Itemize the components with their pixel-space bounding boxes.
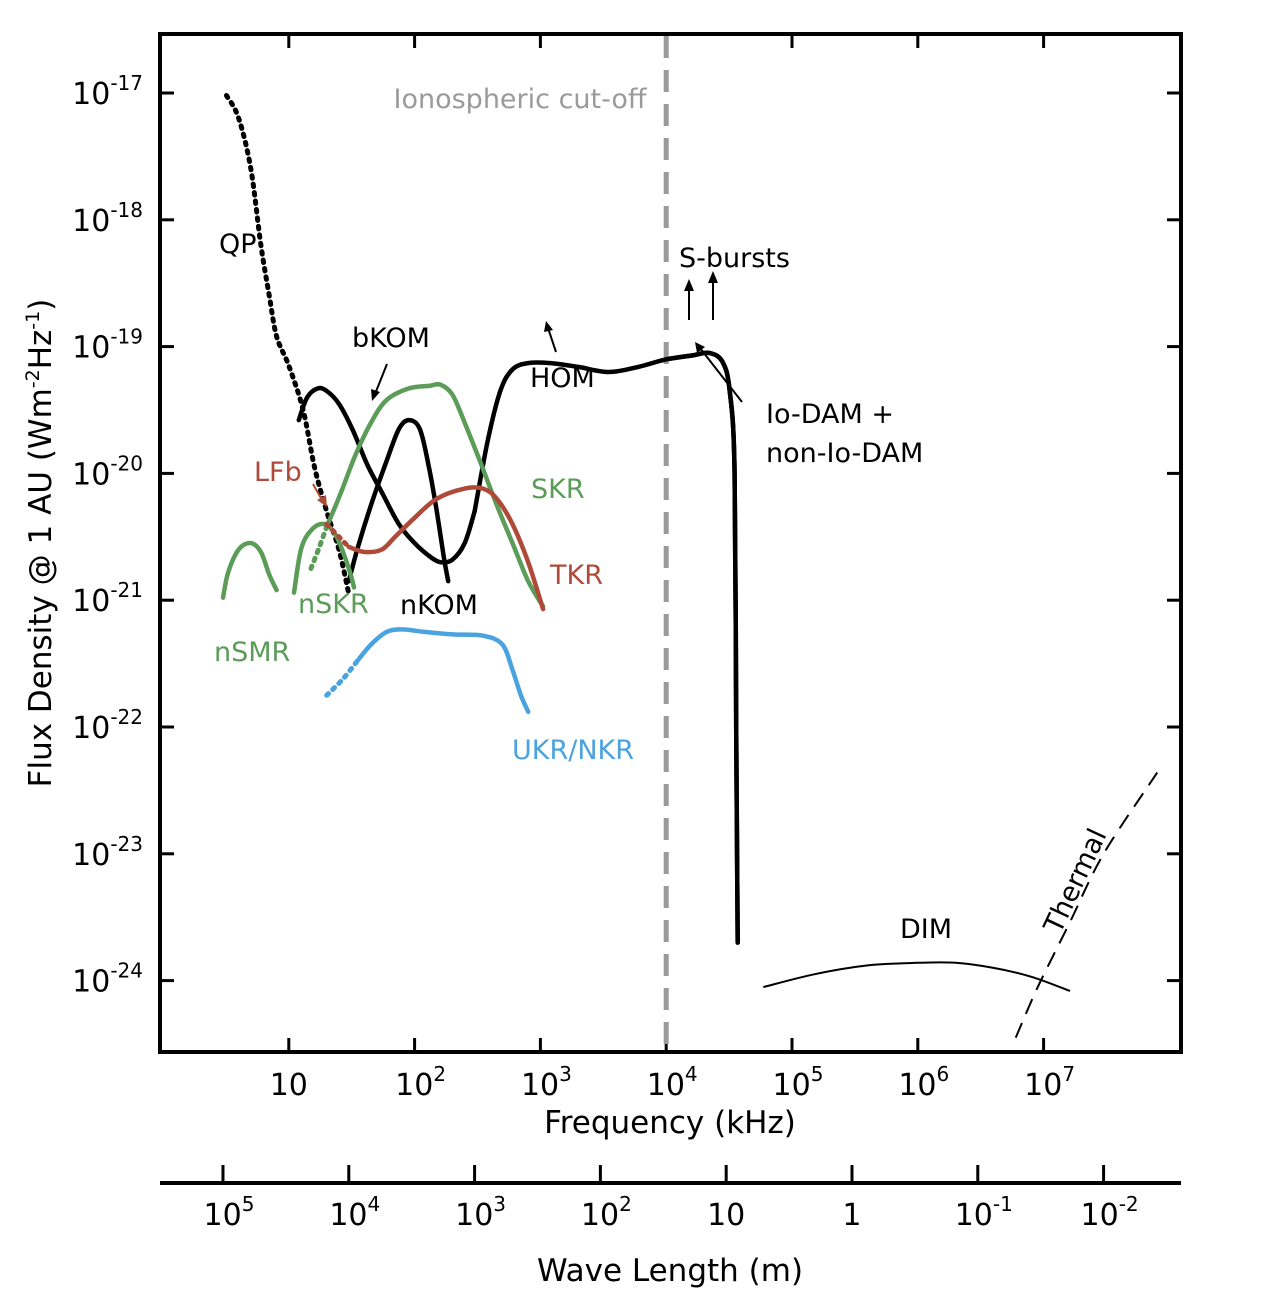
ionospheric-cutoff-label: Ionospheric cut-off	[394, 84, 648, 115]
bkom-arrowhead	[371, 389, 380, 401]
series-ukr-nkr-extrapolated-	[324, 658, 360, 698]
label-io-dam: Io-DAM +	[766, 399, 894, 430]
series-skr	[324, 381, 546, 609]
x-tick-label: 102	[395, 1062, 446, 1103]
s-bursts-arrowhead-1	[684, 279, 694, 291]
lfb-arrowhead	[317, 495, 327, 507]
x-tick-label: 10	[270, 1068, 308, 1103]
label-tkr: TKR	[549, 560, 603, 591]
label-lfb: LFb	[254, 457, 302, 488]
series-tkr	[346, 485, 546, 612]
label-thermal: Thermal	[1038, 824, 1114, 939]
series-group	[220, 93, 1159, 1039]
series-dim	[763, 961, 1071, 992]
label-ukr-nkr: UKR/NKR	[512, 735, 634, 766]
label-nkom: nKOM	[400, 590, 478, 621]
y-tick-label: 10-23	[72, 832, 143, 873]
y-tick-label: 10-18	[72, 198, 143, 239]
x-tick-label: 105	[773, 1062, 824, 1103]
x-tick-label: 106	[898, 1062, 949, 1103]
io-dam-arrowhead	[695, 342, 705, 353]
label-skr: SKR	[531, 474, 585, 505]
y-tick-label: 10-24	[72, 959, 143, 1000]
tick-labels: 10 102 103 104 105 106 107 10-17 10-18 10-19 10-20…	[72, 71, 1075, 1103]
y-tick-label: 10-22	[72, 705, 143, 746]
wavelength-tick-label: 104	[329, 1192, 380, 1233]
series-bkom	[296, 385, 477, 565]
wavelength-tick-label: 10-1	[955, 1192, 1013, 1233]
label-dim: DIM	[900, 914, 952, 945]
series-thermal	[1014, 772, 1159, 1039]
y-axis-label: Flux Density @ 1 AU (Wm-2Hz-1)	[22, 299, 59, 788]
series-io-dam-non-io-dam	[663, 350, 740, 945]
x-axis-label: Frequency (kHz)	[544, 1105, 796, 1141]
series-nkom	[346, 417, 451, 584]
wavelength-axis-label: Wave Length (m)	[537, 1253, 803, 1289]
y-tick-label: 10-17	[72, 71, 143, 112]
hom-arrowhead	[544, 321, 553, 332]
label-bkom: bKOM	[352, 323, 430, 354]
lfb-arrow	[312, 483, 323, 501]
hom-arrow	[547, 327, 557, 353]
series-hom	[472, 350, 740, 945]
wavelength-ticks: 105 104 103 102 10 1 10-1 10-2	[204, 1165, 1139, 1233]
series-nsmr	[220, 540, 279, 600]
wavelength-tick-label: 102	[581, 1192, 632, 1233]
wavelength-tick-label: 105	[204, 1192, 255, 1233]
plot-frame	[158, 32, 1183, 1054]
tick-marks	[160, 34, 1181, 1052]
series-lfb	[324, 521, 352, 550]
y-tick-label: 10-21	[72, 578, 143, 619]
arrow-heads	[317, 271, 718, 507]
wavelength-tick-label: 103	[455, 1192, 506, 1233]
label-non-io-dam: non-Io-DAM	[766, 438, 923, 469]
label-qp: QP	[219, 229, 257, 260]
annotation-arrows	[312, 280, 743, 501]
x-tick-label: 103	[521, 1062, 572, 1103]
y-tick-label: 10-19	[72, 325, 143, 366]
series-ukr-nkr	[354, 627, 531, 715]
label-hom: HOM	[530, 363, 595, 394]
y-tick-label: 10-20	[72, 451, 143, 492]
wavelength-tick-label: 10	[707, 1198, 745, 1233]
io-dam-arrow	[699, 347, 743, 403]
label-nskr: nSKR	[298, 589, 369, 620]
wavelength-tick-label: 10-2	[1081, 1192, 1139, 1233]
series-nskr-extrapolated-	[308, 524, 330, 571]
x-tick-label: 104	[647, 1062, 698, 1103]
label-s-bursts: S-bursts	[679, 243, 790, 274]
wavelength-tick-label: 1	[842, 1198, 861, 1233]
series-qp	[224, 93, 352, 597]
series-nskr	[291, 521, 357, 595]
label-nsmr: nSMR	[214, 637, 290, 668]
bkom-arrow	[374, 363, 388, 395]
s-bursts-arrowhead-2	[708, 271, 718, 283]
x-tick-label: 107	[1024, 1062, 1075, 1103]
